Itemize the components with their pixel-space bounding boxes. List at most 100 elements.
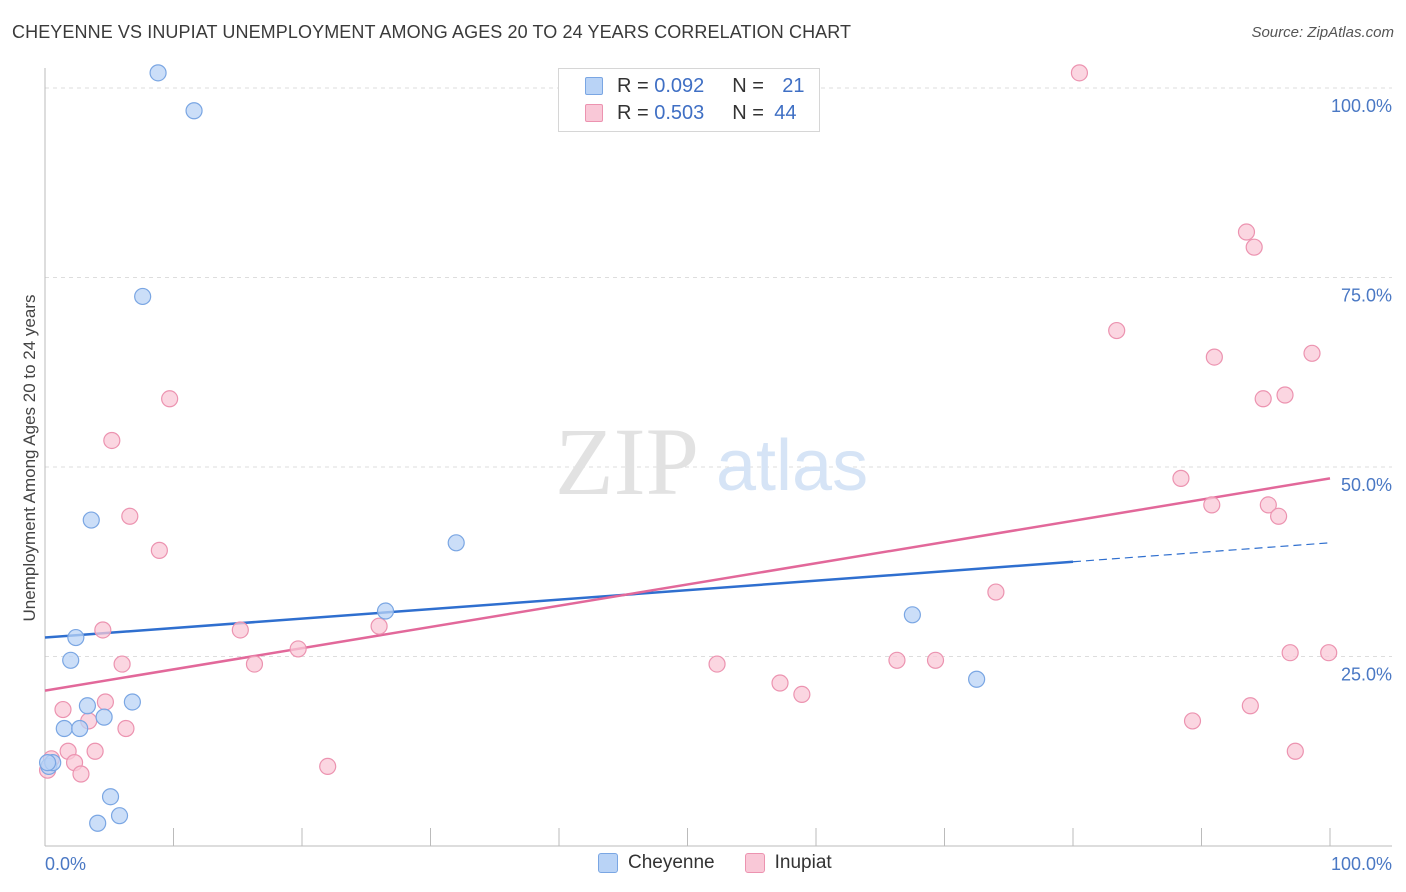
y-tick-label: 100.0% bbox=[1331, 96, 1392, 116]
legend-row-inupiat: R = 0.503 N = 44 bbox=[585, 100, 797, 126]
cheyenne-swatch bbox=[585, 77, 603, 95]
source-label: Source: ZipAtlas.com bbox=[1251, 24, 1394, 41]
inupiat-point bbox=[121, 507, 139, 525]
inupiat-point bbox=[319, 757, 337, 776]
inupiat-point bbox=[1183, 712, 1202, 730]
inupiat-point bbox=[771, 674, 789, 692]
y-axis-label: Unemployment Among Ages 20 to 24 years bbox=[20, 295, 39, 622]
x-tick-label: 100.0% bbox=[1331, 854, 1392, 874]
inupiat-point bbox=[1070, 64, 1089, 82]
inupiat-point bbox=[987, 583, 1005, 601]
cheyenne-point bbox=[62, 651, 80, 669]
inupiat-legend-label: Inupiat bbox=[774, 852, 832, 873]
cheyenne-point bbox=[447, 534, 465, 552]
gridlines bbox=[45, 87, 1392, 657]
inupiat-point bbox=[94, 621, 112, 639]
cheyenne-point bbox=[149, 64, 167, 82]
watermark: ZIP atlas bbox=[555, 408, 868, 515]
inupiat-point bbox=[1303, 344, 1321, 362]
inupiat-point bbox=[1241, 697, 1259, 715]
inupiat-point bbox=[1259, 496, 1277, 514]
inupiat-point bbox=[150, 541, 168, 559]
inupiat-point bbox=[1254, 390, 1272, 408]
cheyenne-point bbox=[968, 670, 986, 688]
inupiat-point bbox=[1172, 469, 1190, 487]
cheyenne-legend-swatch bbox=[598, 853, 618, 873]
watermark-zip: ZIP bbox=[555, 408, 699, 515]
x-tick-label: 0.0% bbox=[45, 854, 86, 874]
cheyenne-point bbox=[71, 719, 89, 738]
cheyenne-legend-label: Cheyenne bbox=[628, 852, 715, 873]
cheyenne-point bbox=[89, 814, 107, 832]
inupiat-point bbox=[793, 685, 811, 704]
cheyenne-r-label: R = bbox=[617, 74, 655, 97]
legend-row-cheyenne: R = 0.092 N = 21 bbox=[585, 73, 805, 99]
inupiat-point bbox=[1205, 348, 1223, 366]
inupiat-point bbox=[370, 617, 388, 635]
cheyenne-point bbox=[55, 719, 73, 738]
cheyenne-point bbox=[134, 287, 152, 306]
inupiat-point bbox=[113, 655, 131, 673]
watermark-atlas: atlas bbox=[716, 426, 868, 506]
chart-title: CHEYENNE VS INUPIAT UNEMPLOYMENT AMONG A… bbox=[12, 22, 852, 42]
inupiat-n-label: N = bbox=[732, 101, 770, 124]
inupiat-point bbox=[117, 719, 135, 738]
cheyenne-r-value: 0.092 bbox=[654, 74, 705, 97]
inupiat-point bbox=[1320, 644, 1338, 662]
inupiat-trend-line bbox=[44, 477, 1331, 692]
legend-item-cheyenne[interactable]: Cheyenne bbox=[598, 852, 715, 874]
inupiat-point bbox=[54, 700, 72, 719]
legend-item-inupiat[interactable]: Inupiat bbox=[744, 852, 832, 874]
inupiat-point bbox=[72, 765, 90, 783]
cheyenne-trend-line bbox=[44, 560, 1074, 639]
x-tick-labels: 0.0% 100.0% bbox=[45, 854, 1392, 874]
inupiat-point bbox=[231, 621, 249, 639]
inupiat-point bbox=[1237, 223, 1256, 241]
inupiat-point bbox=[1276, 386, 1294, 404]
inupiat-point bbox=[1269, 507, 1288, 525]
inupiat-point bbox=[245, 655, 264, 673]
inupiat-r-value: 0.503 bbox=[654, 101, 705, 124]
inupiat-point bbox=[289, 640, 307, 658]
cheyenne-trend-extrapolation bbox=[1072, 542, 1331, 563]
y-tick-label: 75.0% bbox=[1341, 286, 1392, 306]
series-legend: Cheyenne Inupiat bbox=[598, 852, 862, 874]
inupiat-point bbox=[888, 651, 906, 669]
inupiat-point bbox=[161, 390, 179, 408]
inupiat-point bbox=[1286, 742, 1304, 760]
y-tick-labels: 25.0% 50.0% 75.0% 100.0% bbox=[1331, 96, 1392, 685]
cheyenne-point bbox=[95, 708, 113, 726]
inupiat-point bbox=[708, 655, 726, 673]
axes bbox=[44, 68, 1392, 847]
inupiat-point bbox=[96, 693, 114, 711]
stats-legend: R = 0.092 N = 21 R = 0.503 N = 44 bbox=[558, 68, 820, 132]
cheyenne-point bbox=[67, 628, 85, 647]
inupiat-point bbox=[1281, 644, 1299, 662]
inupiat-point bbox=[1108, 321, 1126, 340]
data-points bbox=[38, 64, 1338, 832]
trend-lines bbox=[44, 477, 1331, 692]
inupiat-point bbox=[926, 651, 945, 669]
inupiat-point bbox=[1203, 496, 1221, 514]
cheyenne-point bbox=[376, 602, 395, 620]
cheyenne-point bbox=[78, 697, 97, 715]
inupiat-r-label: R = bbox=[617, 101, 655, 124]
inupiat-point bbox=[1245, 238, 1263, 256]
inupiat-point bbox=[86, 742, 104, 760]
inupiat-swatch bbox=[585, 104, 603, 122]
inupiat-point bbox=[103, 431, 121, 450]
inupiat-legend-swatch bbox=[744, 853, 765, 873]
y-tick-label: 25.0% bbox=[1341, 665, 1392, 685]
cheyenne-point bbox=[101, 788, 120, 806]
cheyenne-point bbox=[82, 511, 100, 529]
cheyenne-n-value: 21 bbox=[782, 74, 805, 97]
cheyenne-point bbox=[38, 754, 57, 772]
cheyenne-point bbox=[185, 102, 203, 120]
cheyenne-point bbox=[110, 807, 129, 825]
cheyenne-point bbox=[903, 606, 921, 624]
y-tick-label: 50.0% bbox=[1341, 475, 1392, 495]
cheyenne-n-label: N = bbox=[732, 74, 770, 97]
inupiat-n-value: 44 bbox=[774, 101, 797, 124]
cheyenne-point bbox=[123, 693, 141, 711]
